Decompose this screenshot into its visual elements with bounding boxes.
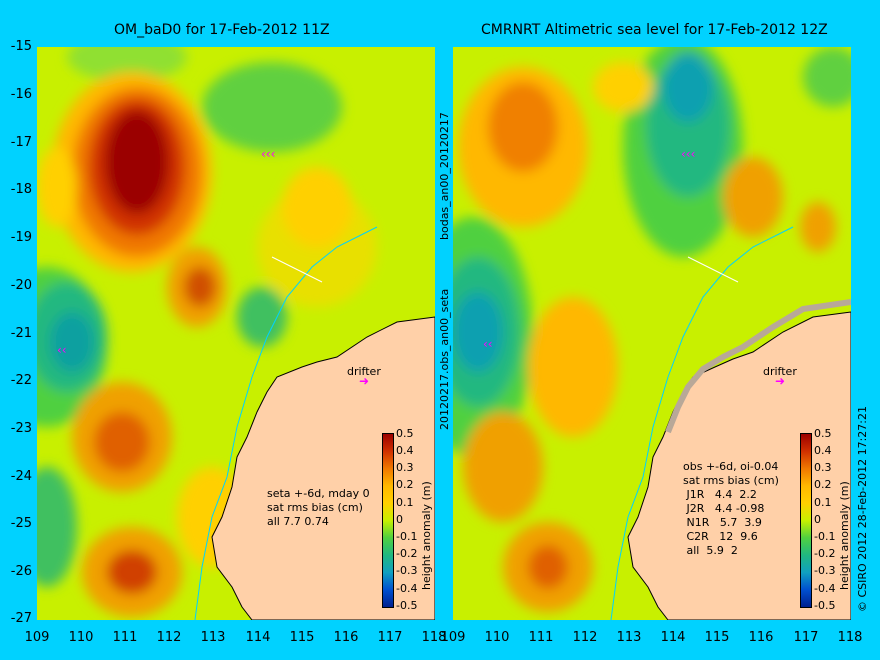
colorbar-tick: -0.2	[396, 547, 418, 560]
x-tick: 112	[572, 630, 598, 645]
y-tick: -27	[10, 611, 32, 626]
colorbar-tick: -0.4	[396, 582, 418, 595]
x-tick: 111	[528, 630, 554, 645]
drifter-arrow-icon: ➜	[359, 374, 370, 388]
x-tick: 110	[484, 630, 510, 645]
y-tick: -22	[10, 373, 32, 388]
drifter-label: drifter	[763, 365, 797, 378]
colorbar-tick: -0.3	[814, 564, 836, 577]
left-colorbar	[382, 433, 394, 608]
drifter-track-icon: ‹‹	[483, 337, 493, 351]
colorbar-tick: -0.1	[396, 530, 418, 543]
obs-run-label: 20120217.obs_an00_seta	[438, 288, 451, 430]
y-tick: -20	[10, 278, 32, 293]
colorbar-tick: -0.2	[814, 547, 836, 560]
left-sea-level-map	[37, 47, 435, 620]
colorbar-tick: 0.4	[396, 444, 414, 457]
colorbar-tick: 0	[396, 513, 403, 526]
colorbar-tick: 0.5	[396, 427, 414, 440]
colorbar-tick: -0.5	[814, 599, 836, 612]
y-tick: -19	[10, 230, 32, 245]
colorbar-tick: 0.3	[396, 461, 414, 474]
drifter-arrow-icon: ➜	[775, 374, 786, 388]
x-tick: 109	[440, 630, 466, 645]
right-sea-level-map	[453, 47, 851, 620]
drifter-track-icon: ‹‹	[57, 343, 67, 357]
x-tick: 114	[245, 630, 271, 645]
colorbar-tick: 0	[814, 513, 821, 526]
y-tick: -21	[10, 326, 32, 341]
x-tick: 117	[793, 630, 819, 645]
y-tick: -16	[10, 87, 32, 102]
copyright-text: © CSIRO 2012 28-Feb-2012 17:27:21	[856, 406, 869, 612]
drifter-track-icon: ‹‹‹	[681, 147, 696, 161]
left-map-title: OM_baD0 for 17-Feb-2012 11Z	[114, 22, 330, 38]
drifter-label: drifter	[347, 365, 381, 378]
colorbar-tick: -0.5	[396, 599, 418, 612]
right-colorbar	[800, 433, 812, 608]
y-tick: -15	[10, 39, 32, 54]
colorbar-tick: 0.2	[396, 478, 414, 491]
y-tick: -18	[10, 182, 32, 197]
x-tick: 112	[156, 630, 182, 645]
left-map-panel: seta +-6d, mday 0 sat rms bias (cm) all …	[37, 47, 435, 620]
colorbar-tick: 0.2	[814, 478, 832, 491]
x-tick: 117	[377, 630, 403, 645]
y-tick: -24	[10, 469, 32, 484]
colorbar-tick: 0.3	[814, 461, 832, 474]
x-tick: 116	[748, 630, 774, 645]
y-tick: -17	[10, 135, 32, 150]
x-tick: 115	[289, 630, 315, 645]
left-stats-legend: seta +-6d, mday 0 sat rms bias (cm) all …	[267, 487, 370, 528]
colorbar-tick: -0.3	[396, 564, 418, 577]
y-tick: -26	[10, 564, 32, 579]
x-tick: 110	[68, 630, 94, 645]
x-tick: 109	[24, 630, 50, 645]
right-map-title: CMRNRT Altimetric sea level for 17-Feb-2…	[481, 22, 828, 38]
x-tick: 118	[421, 630, 447, 645]
colorbar-tick: -0.1	[814, 530, 836, 543]
colorbar-tick: 0.1	[814, 496, 832, 509]
right-map-panel: obs +-6d, oi-0.04 sat rms bias (cm) J1R …	[453, 47, 851, 620]
x-tick: 116	[333, 630, 359, 645]
colorbar-tick: 0.4	[814, 444, 832, 457]
colorbar-tick: 0.5	[814, 427, 832, 440]
x-tick: 114	[660, 630, 686, 645]
y-tick: -25	[10, 516, 32, 531]
drifter-track-icon: ‹‹‹	[261, 147, 276, 161]
model-run-label: bodas_an00_20120217	[438, 112, 451, 240]
colorbar-tick: 0.1	[396, 496, 414, 509]
x-tick: 111	[112, 630, 138, 645]
land-australia	[627, 311, 851, 620]
x-tick: 113	[200, 630, 226, 645]
y-tick: -23	[10, 421, 32, 436]
right-stats-legend: obs +-6d, oi-0.04 sat rms bias (cm) J1R …	[683, 460, 779, 557]
land-australia	[211, 316, 435, 620]
left-colorbar-title: height anomaly (m)	[420, 481, 433, 590]
colorbar-tick: -0.4	[814, 582, 836, 595]
x-tick: 118	[837, 630, 863, 645]
x-tick: 113	[616, 630, 642, 645]
x-tick: 115	[704, 630, 730, 645]
right-colorbar-title: height anomaly (m)	[838, 481, 851, 590]
